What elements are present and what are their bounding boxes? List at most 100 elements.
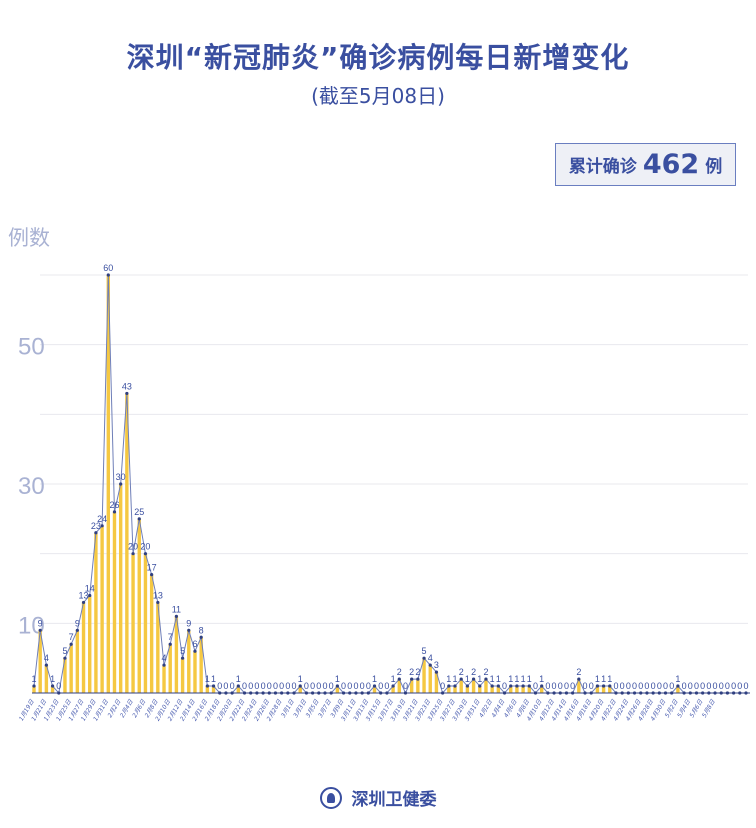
data-point xyxy=(496,684,500,688)
bar xyxy=(447,686,451,693)
data-label: 0 xyxy=(502,681,507,691)
data-point xyxy=(471,677,476,681)
data-label: 2 xyxy=(483,667,488,677)
bar xyxy=(601,686,606,693)
data-label: 0 xyxy=(304,681,309,691)
data-label: 0 xyxy=(706,681,711,691)
data-point xyxy=(286,691,290,695)
data-label: 2 xyxy=(471,667,476,677)
data-point xyxy=(657,691,661,695)
data-point xyxy=(465,684,469,688)
data-point xyxy=(391,684,395,688)
bar xyxy=(527,686,532,693)
data-point xyxy=(502,691,507,695)
data-label: 7 xyxy=(69,632,74,642)
data-point xyxy=(199,635,203,639)
data-label: 0 xyxy=(254,681,259,691)
data-label: 1 xyxy=(205,674,210,684)
data-label: 1 xyxy=(335,674,340,684)
data-label: 0 xyxy=(230,681,235,691)
data-label: 0 xyxy=(217,681,222,691)
data-label: 0 xyxy=(589,681,594,691)
data-label: 0 xyxy=(694,681,699,691)
data-point xyxy=(410,677,414,681)
data-point xyxy=(224,691,228,695)
data-label: 1 xyxy=(31,674,36,684)
data-point xyxy=(335,684,339,688)
data-point xyxy=(280,691,284,695)
data-point xyxy=(447,684,451,688)
data-point xyxy=(218,691,222,695)
data-label: 0 xyxy=(663,681,668,691)
data-point xyxy=(533,691,538,695)
data-point xyxy=(143,552,148,556)
data-label: 4 xyxy=(44,653,49,663)
data-point xyxy=(651,691,655,695)
data-label: 0 xyxy=(267,681,272,691)
health-commission-logo-icon xyxy=(319,786,342,809)
data-point xyxy=(137,517,141,521)
data-point xyxy=(236,684,240,688)
data-label: 0 xyxy=(583,681,588,691)
data-point xyxy=(620,691,624,695)
data-label: 0 xyxy=(564,681,569,691)
data-label: 0 xyxy=(626,681,631,691)
data-point xyxy=(707,691,711,695)
data-point xyxy=(354,691,358,695)
data-point xyxy=(688,691,692,695)
bar xyxy=(168,644,172,693)
data-point xyxy=(676,684,680,688)
data-point xyxy=(162,663,166,667)
data-label: 0 xyxy=(737,681,742,691)
data-label: 1 xyxy=(514,674,519,684)
bar xyxy=(199,637,203,693)
data-label: 0 xyxy=(533,681,538,691)
data-point xyxy=(744,691,748,695)
data-label: 0 xyxy=(700,681,705,691)
data-point xyxy=(38,628,42,632)
data-point xyxy=(713,691,717,695)
data-point xyxy=(57,691,61,695)
data-label: 1 xyxy=(595,674,600,684)
bar xyxy=(409,679,414,693)
data-point xyxy=(521,684,525,688)
data-label: 0 xyxy=(341,681,346,691)
data-point xyxy=(75,628,79,632)
bar xyxy=(143,553,148,693)
data-point xyxy=(292,691,296,695)
data-label: 0 xyxy=(688,681,693,691)
y-tick-label: 50 xyxy=(18,334,45,361)
data-label: 0 xyxy=(725,681,730,691)
data-label: 0 xyxy=(366,681,371,691)
bar xyxy=(81,602,86,693)
bar xyxy=(459,679,463,693)
data-label: 1 xyxy=(453,674,458,684)
data-label: 1 xyxy=(446,674,451,684)
data-point xyxy=(125,391,129,396)
bar xyxy=(521,686,525,693)
data-label: 5 xyxy=(422,646,427,656)
total-unit: 例 xyxy=(705,157,723,177)
data-label: 0 xyxy=(261,681,266,691)
data-point xyxy=(261,691,265,695)
bar xyxy=(422,658,426,693)
data-point xyxy=(50,684,55,688)
bar xyxy=(187,630,191,693)
data-label: 1 xyxy=(372,674,377,684)
data-label: 0 xyxy=(632,681,637,691)
data-point xyxy=(81,600,86,605)
data-label: 0 xyxy=(570,681,575,691)
footer-org-name: 深圳卫健委 xyxy=(351,790,437,810)
footer: 深圳卫健委 xyxy=(0,785,756,810)
data-point xyxy=(490,684,494,688)
data-point xyxy=(670,691,674,695)
bar xyxy=(515,686,519,693)
data-point xyxy=(639,691,643,695)
bar xyxy=(416,679,420,693)
data-point xyxy=(249,691,253,695)
bar xyxy=(595,686,600,693)
data-point xyxy=(484,677,488,681)
bar xyxy=(434,672,439,693)
data-point xyxy=(106,273,110,277)
data-point xyxy=(403,691,408,695)
